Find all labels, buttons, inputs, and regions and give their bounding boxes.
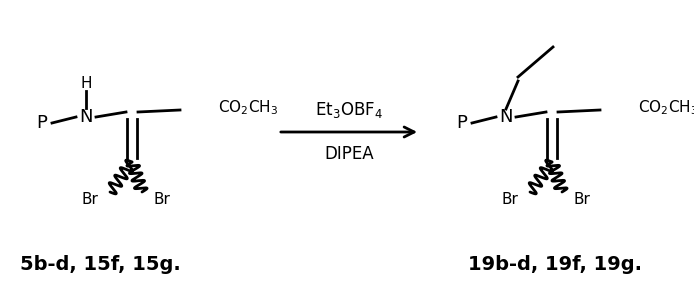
- Text: Br: Br: [573, 193, 591, 207]
- Text: CO$_2$CH$_3$: CO$_2$CH$_3$: [218, 99, 278, 117]
- Text: 5b-d, 15f, 15g.: 5b-d, 15f, 15g.: [19, 255, 180, 275]
- Text: Br: Br: [153, 193, 171, 207]
- Text: N: N: [79, 108, 93, 126]
- Text: P: P: [37, 114, 47, 132]
- Text: P: P: [457, 114, 468, 132]
- Text: DIPEA: DIPEA: [324, 145, 374, 163]
- Text: Br: Br: [82, 193, 99, 207]
- Text: CO$_2$CH$_3$: CO$_2$CH$_3$: [638, 99, 694, 117]
- Text: Et$_3$OBF$_4$: Et$_3$OBF$_4$: [315, 100, 383, 120]
- Text: Br: Br: [502, 193, 518, 207]
- Text: 19b-d, 19f, 19g.: 19b-d, 19f, 19g.: [468, 255, 642, 275]
- Text: H: H: [81, 76, 92, 91]
- Text: N: N: [499, 108, 513, 126]
